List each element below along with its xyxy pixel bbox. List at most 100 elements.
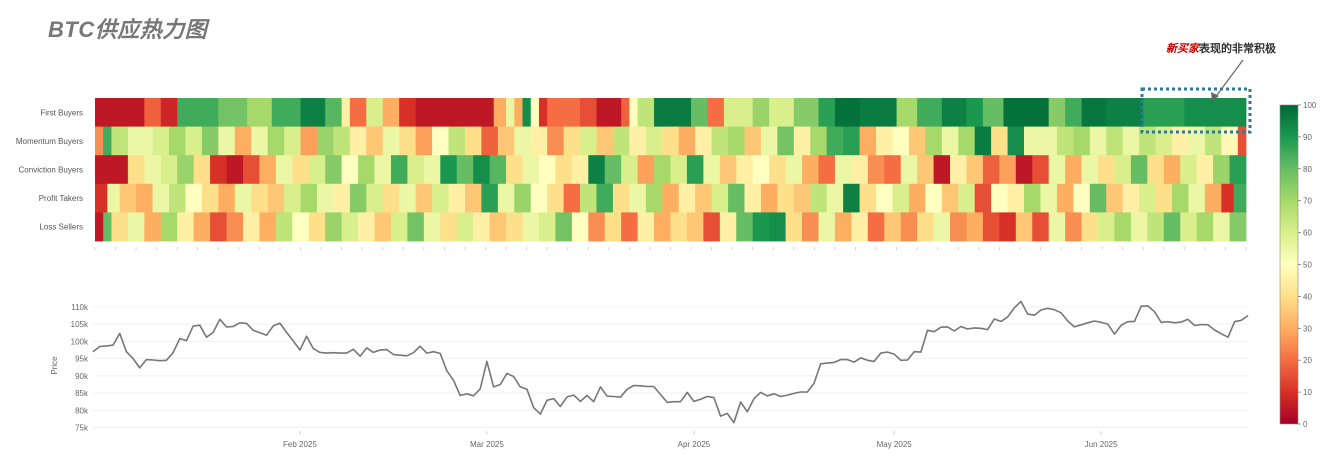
- heatmap-cell: [349, 126, 367, 156]
- heatmap-cell: [695, 183, 712, 213]
- heatmap-cell: [300, 126, 318, 156]
- heatmap-cell: [760, 183, 778, 213]
- heatmap-cell: [851, 212, 869, 242]
- heatmap-cell: [876, 183, 893, 213]
- heatmap-cell: [982, 212, 1000, 242]
- heatmap-cell: [826, 126, 844, 156]
- heatmap-cell: [1065, 98, 1082, 127]
- heatmap-cell: [925, 183, 943, 213]
- colorbar-tick-label: 70: [1303, 197, 1312, 206]
- heatmap-cell: [341, 212, 359, 242]
- price-y-tick-label: 90k: [75, 372, 89, 381]
- heatmap-cell: [152, 183, 170, 213]
- heatmap-cell: [325, 155, 343, 185]
- heatmap-cell: [366, 126, 384, 156]
- heatmap-cell: [1081, 155, 1099, 185]
- heatmap-cell: [300, 98, 326, 127]
- heatmap-cell: [1213, 212, 1230, 242]
- heatmap-cell: [292, 212, 310, 242]
- heatmap-row-label: Conviction Buyers: [19, 166, 83, 175]
- colorbar-tick-label: 20: [1303, 356, 1312, 365]
- heatmap-cell: [834, 212, 852, 242]
- heatmap-cell: [448, 183, 466, 213]
- heatmap-cell: [1114, 155, 1132, 185]
- heatmap-cell: [473, 212, 491, 242]
- heatmap-cell: [621, 212, 639, 242]
- heatmap-cell: [160, 98, 178, 127]
- heatmap-cell: [107, 183, 121, 213]
- heatmap-cell: [1147, 212, 1165, 242]
- heatmap-cell: [703, 155, 721, 185]
- heatmap-cell: [571, 155, 589, 185]
- heatmap-cell: [793, 98, 819, 127]
- heatmap-cell: [267, 183, 285, 213]
- heatmap-cell: [522, 155, 540, 185]
- heatmap-cell: [884, 212, 902, 242]
- heatmap-cell: [1056, 126, 1074, 156]
- heatmap-cell: [966, 155, 984, 185]
- heatmap-cell: [662, 126, 680, 156]
- heatmap-cell: [941, 98, 967, 127]
- heatmap-cell: [654, 212, 671, 242]
- heatmap-cell: [308, 212, 326, 242]
- heatmap-cell: [473, 155, 491, 185]
- heatmap-cell: [711, 126, 729, 156]
- heatmap-cell: [892, 126, 910, 156]
- heatmap-cell: [292, 155, 310, 185]
- heatmap-cell: [896, 98, 918, 127]
- heatmap-cell: [448, 126, 466, 156]
- heatmap-cell: [390, 155, 408, 185]
- price-line-series: [92, 300, 1249, 424]
- heatmap-cell: [201, 183, 219, 213]
- heatmap-cell: [802, 212, 819, 242]
- heatmap-cell: [900, 212, 918, 242]
- heatmap-cell: [908, 183, 926, 213]
- heatmap-cell: [247, 98, 273, 127]
- heatmap-cell: [670, 155, 688, 185]
- heatmap-cell: [440, 155, 458, 185]
- heatmap-cell: [95, 155, 129, 185]
- heatmap-cell: [259, 155, 277, 185]
- heatmap-cell: [859, 98, 897, 127]
- heatmap-cell: [588, 212, 606, 242]
- heatmap-cell: [349, 183, 367, 213]
- heatmap-cell: [892, 183, 910, 213]
- heatmap-cell: [423, 155, 441, 185]
- heatmap-cell: [481, 183, 499, 213]
- heatmap-cell: [275, 155, 293, 185]
- heatmap-cell: [728, 126, 745, 156]
- heatmap-cell: [127, 212, 145, 242]
- heatmap-cell: [456, 155, 474, 185]
- heatmap-cell: [1048, 98, 1066, 127]
- heatmap-cell: [654, 155, 671, 185]
- heatmap-cell: [769, 155, 786, 185]
- heatmap-cell: [777, 126, 795, 156]
- heatmap-cell: [1081, 98, 1107, 127]
- heatmap-cell: [859, 183, 877, 213]
- heatmap-cell: [818, 212, 836, 242]
- heatmap-cell: [1188, 183, 1206, 213]
- heatmap-cell: [374, 155, 392, 185]
- heatmap-cell: [1188, 126, 1206, 156]
- heatmap-cell: [193, 212, 211, 242]
- heatmap-cell: [1122, 183, 1140, 213]
- heatmap-cell: [843, 126, 860, 156]
- heatmap-cell: [1237, 126, 1247, 156]
- heatmap-cell: [267, 126, 285, 156]
- heatmap-cell: [95, 126, 104, 156]
- heatmap-cell: [629, 98, 639, 127]
- heatmap-cell: [629, 126, 647, 156]
- heatmap-cell: [168, 126, 186, 156]
- heatmap-cell: [1081, 212, 1099, 242]
- heatmap-cell: [917, 212, 934, 242]
- heatmap-cell: [382, 183, 400, 213]
- heatmap-cell: [1114, 212, 1132, 242]
- heatmap-cell: [958, 126, 976, 156]
- heatmap-cell: [1024, 183, 1041, 213]
- heatmap-cell: [177, 155, 195, 185]
- heatmap-cell: [103, 126, 112, 156]
- heatmap-cell: [604, 212, 622, 242]
- heatmap-x-ticks: [94, 247, 1247, 250]
- heatmap-cell: [1221, 183, 1235, 213]
- heatmap-cell: [185, 126, 203, 156]
